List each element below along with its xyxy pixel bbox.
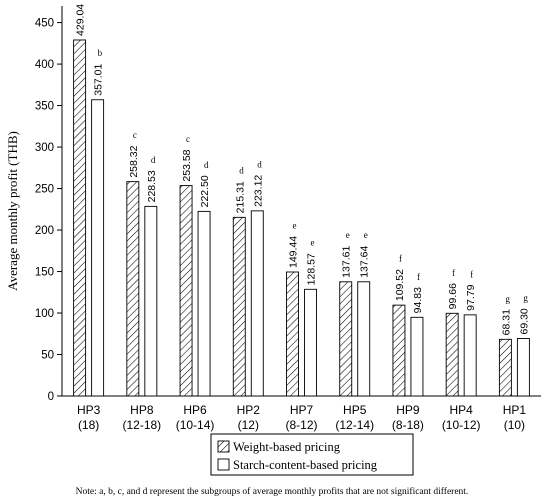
bar-starch-based xyxy=(250,210,264,397)
y-tick-label: 200 xyxy=(35,225,54,237)
x-tick-sublabel: (12-18) xyxy=(122,418,161,432)
bar-starch-based xyxy=(197,210,211,397)
bar-weight-based xyxy=(179,185,193,397)
significance-letter: g xyxy=(505,294,510,304)
x-tick-sublabel: (10) xyxy=(504,418,525,432)
significance-letter: f xyxy=(452,268,455,278)
data-label: 228.53 xyxy=(146,170,158,202)
x-tick-sublabel: (18) xyxy=(78,418,99,432)
significance-letter: b xyxy=(98,48,103,58)
data-label: 258.32 xyxy=(128,145,140,177)
y-axis-title: Average monthly profit (THB) xyxy=(5,131,20,291)
data-label: 99.66 xyxy=(447,283,459,309)
significance-letter: d xyxy=(151,155,156,165)
significance-letter: e xyxy=(311,238,315,248)
significance-letter: g xyxy=(523,293,528,303)
significance-letter: c xyxy=(133,130,137,140)
significance-letter: c xyxy=(186,134,190,144)
significance-letter: d xyxy=(257,159,262,169)
bar-weight-based xyxy=(392,304,406,397)
data-label: 137.61 xyxy=(341,246,353,278)
data-label: 429.04 xyxy=(75,4,87,36)
x-labels: HP3(18)HP8(12-18)HP6(10-14)HP2(12)HP7(8-… xyxy=(77,403,526,432)
significance-letter: f xyxy=(470,269,473,279)
bar-weight-based xyxy=(339,281,353,397)
legend-entry-weight: Weight-based pricing xyxy=(233,440,341,454)
bar-starch-based xyxy=(91,99,105,397)
data-label: 109.52 xyxy=(394,269,406,301)
y-ticks: 0 50 100 150 200 250 300 350 400 450 xyxy=(35,18,62,403)
bar-weight-based xyxy=(73,39,87,397)
significance-letter: d xyxy=(239,166,244,176)
y-tick-label: 350 xyxy=(35,101,54,113)
bar-starch-based xyxy=(410,316,424,397)
bar-starch-based xyxy=(304,288,317,397)
data-label: 97.79 xyxy=(465,284,477,310)
data-label: 128.57 xyxy=(306,253,318,285)
significance-letter: e xyxy=(293,220,297,230)
y-tick-label: 450 xyxy=(35,18,54,30)
x-tick-label: HP1 xyxy=(503,403,527,417)
x-tick-label: HP2 xyxy=(237,403,261,417)
x-tick-label: HP3 xyxy=(77,403,101,417)
value-labels: 429.04a357.01b258.32c228.53d253.58c222.5… xyxy=(75,4,531,336)
legend-entry-starch: Starch-content-based pricing xyxy=(233,458,378,472)
x-tick-label: HP7 xyxy=(290,403,314,417)
data-label: 223.12 xyxy=(252,175,264,207)
y-tick-label: 300 xyxy=(35,142,54,154)
x-tick-sublabel: (10-12) xyxy=(442,418,481,432)
x-tick-sublabel: (8-12) xyxy=(285,418,317,432)
bar-weight-based xyxy=(498,338,512,397)
y-tick-label: 150 xyxy=(35,267,54,279)
y-tick-label: 250 xyxy=(35,184,54,196)
x-tick-label: HP8 xyxy=(130,403,154,417)
x-tick-label: HP9 xyxy=(396,403,420,417)
y-tick-label: 400 xyxy=(35,59,54,71)
bar-starch-based xyxy=(516,338,530,397)
data-label: 137.64 xyxy=(359,246,371,278)
legend: Weight-based pricing Starch-content-base… xyxy=(210,433,414,476)
x-tick-label: HP4 xyxy=(449,403,473,417)
bar-starch-based xyxy=(463,314,477,397)
x-tick-label: HP6 xyxy=(183,403,207,417)
x-tick-sublabel: (10-14) xyxy=(176,418,215,432)
x-tick-sublabel: (12) xyxy=(238,418,259,432)
legend-swatch-starch xyxy=(217,458,230,471)
legend-swatch-weight xyxy=(217,440,230,453)
significance-letter: e xyxy=(346,230,350,240)
significance-letter: d xyxy=(204,160,209,170)
data-label: 68.31 xyxy=(500,309,512,335)
bar-weight-based xyxy=(286,271,299,397)
data-label: 69.30 xyxy=(518,308,530,334)
significance-letter: e xyxy=(364,230,368,240)
data-label: 222.50 xyxy=(199,175,211,207)
chart-note: Note: a, b, c, and d represent the subgr… xyxy=(76,486,469,497)
legend-box xyxy=(210,433,414,476)
bar-weight-based xyxy=(445,312,459,397)
y-axis-label: Average monthly profit (THB) xyxy=(5,131,20,291)
bar-weight-based xyxy=(126,181,140,397)
significance-letter: f xyxy=(399,254,402,264)
bar-starch-based xyxy=(144,205,158,397)
data-label: 253.58 xyxy=(181,149,193,181)
data-label: 215.31 xyxy=(234,181,246,213)
y-tick-label: 50 xyxy=(41,350,54,362)
y-tick-label: 0 xyxy=(48,391,54,403)
bar-starch-based xyxy=(357,281,371,397)
bar-weight-based xyxy=(232,216,246,397)
data-label: 357.01 xyxy=(93,63,105,95)
axes xyxy=(61,6,541,397)
data-label: 149.44 xyxy=(288,236,300,268)
bars xyxy=(73,39,530,397)
x-tick-sublabel: (8-18) xyxy=(392,418,424,432)
y-tick-label: 100 xyxy=(35,308,54,320)
data-label: 94.83 xyxy=(412,287,424,313)
x-tick-sublabel: (12-14) xyxy=(335,418,374,432)
significance-letter: f xyxy=(417,272,420,282)
x-tick-label: HP5 xyxy=(343,403,367,417)
